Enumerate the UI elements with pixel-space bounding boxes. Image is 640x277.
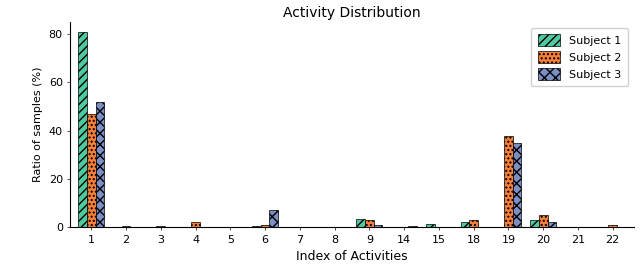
Bar <box>95 102 104 227</box>
Bar <box>156 226 165 227</box>
Y-axis label: Ratio of samples (%): Ratio of samples (%) <box>33 67 43 182</box>
Bar <box>269 210 278 227</box>
Bar <box>87 114 95 227</box>
Legend: Subject 1, Subject 2, Subject 3: Subject 1, Subject 2, Subject 3 <box>531 28 628 86</box>
Bar <box>461 222 469 227</box>
Bar <box>374 225 383 227</box>
Bar <box>426 224 435 227</box>
Bar <box>356 219 365 227</box>
Bar <box>365 220 374 227</box>
Bar <box>609 225 617 227</box>
Bar <box>539 215 548 227</box>
Bar <box>260 225 269 227</box>
Title: Activity Distribution: Activity Distribution <box>283 6 421 20</box>
Bar <box>122 226 131 227</box>
Bar <box>252 226 260 227</box>
Bar <box>530 220 539 227</box>
Bar <box>469 220 478 227</box>
Bar <box>408 226 417 227</box>
X-axis label: Index of Activities: Index of Activities <box>296 250 408 263</box>
Bar <box>548 222 556 227</box>
Bar <box>504 135 513 227</box>
Bar <box>78 32 87 227</box>
Bar <box>191 222 200 227</box>
Bar <box>513 143 522 227</box>
